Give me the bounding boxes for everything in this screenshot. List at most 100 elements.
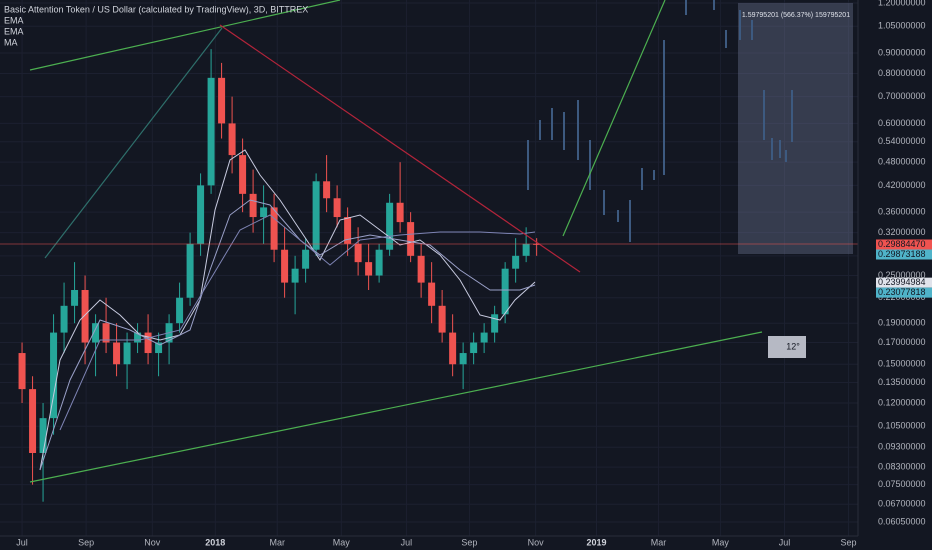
y-tick-label: 0.13500000 (878, 377, 926, 387)
y-tick-label: 0.06050000 (878, 516, 926, 526)
y-tick-label: 0.42000000 (878, 180, 926, 190)
y-tick-label: 0.19000000 (878, 318, 926, 328)
annotation: 12° (786, 341, 800, 351)
candle-body (260, 207, 268, 218)
price-label: 0.23994984 (878, 277, 926, 287)
projection (527, 0, 793, 242)
x-tick-label: Sep (841, 537, 857, 547)
candle-body (113, 342, 121, 365)
indicator-label: MA (4, 37, 18, 47)
x-tick-label: Jul (401, 537, 413, 547)
y-tick-label: 0.25000000 (878, 270, 926, 280)
candle-body (186, 243, 194, 298)
candle-body (522, 243, 530, 256)
candle-body (480, 332, 488, 343)
candle-body (312, 181, 320, 250)
price-label-box (876, 277, 932, 288)
y-tick-label: 0.12000000 (878, 397, 926, 407)
y-tick-label: 0.70000000 (878, 91, 926, 101)
annotation: 1.59795201 (566.37%) 159795201 (742, 12, 850, 19)
x-tick-label: Jul (779, 537, 791, 547)
x-tick-label: Nov (144, 537, 161, 547)
candle-body (417, 255, 425, 283)
price-label-box (876, 239, 932, 250)
candle-body (134, 332, 142, 343)
y-tick-label: 0.60000000 (878, 118, 926, 128)
candle-body (39, 418, 47, 454)
candles (18, 49, 541, 502)
candle-body (407, 222, 415, 256)
y-tick-label: 1.05000000 (878, 21, 926, 31)
candle-body (512, 255, 520, 269)
x-tick-label: Mar (269, 537, 285, 547)
y-tick-label: 0.90000000 (878, 47, 926, 57)
angle-box (768, 336, 806, 358)
candle-body (291, 268, 299, 283)
y-tick-label: 0.32000000 (878, 227, 926, 237)
candle-body (270, 207, 278, 250)
candle-body (176, 297, 184, 324)
candle-body (449, 332, 457, 365)
y-tick-label: 0.80000000 (878, 68, 926, 78)
x-tick-label: 2019 (586, 537, 606, 547)
candle-body (218, 77, 226, 124)
price-label-box (876, 249, 932, 260)
x-tick-label: Sep (78, 537, 94, 547)
y-tick-label: 1.20000000 (878, 0, 926, 7)
candle-body (428, 282, 436, 306)
candle-body (155, 342, 163, 354)
candle-body (50, 332, 58, 419)
candle-body (491, 314, 499, 333)
price-label: 0.29873188 (878, 249, 926, 259)
x-tick-label: Mar (651, 537, 667, 547)
candle-body (71, 289, 79, 306)
y-tick-label: 0.48000000 (878, 157, 926, 167)
candle-body (354, 243, 362, 263)
candle-body (228, 123, 236, 156)
candle-body (344, 217, 352, 244)
candle-body (239, 155, 247, 194)
x-tick-label: Sep (461, 537, 477, 547)
y-tick-label: 0.06700000 (878, 499, 926, 509)
candle-body (81, 289, 89, 343)
y-tick-label: 0.10500000 (878, 421, 926, 431)
candle-body (533, 243, 541, 245)
x-tick-label: May (333, 537, 351, 547)
y-tick-label: 0.17000000 (878, 337, 926, 347)
candle-body (92, 323, 100, 343)
candle-body (375, 249, 383, 276)
candle-body (123, 342, 131, 365)
price-label: 0.29884470 (878, 239, 926, 249)
candle-body (60, 305, 68, 333)
trendlines (0, 0, 858, 483)
candle-body (333, 198, 341, 218)
candle-body (249, 193, 257, 218)
measure-box (738, 3, 853, 254)
candle-body (365, 262, 373, 276)
candle-body (396, 202, 404, 223)
candle-body (323, 181, 331, 199)
y-tick-label: 0.07500000 (878, 479, 926, 489)
chart-title: Basic Attention Token / US Dollar (calcu… (4, 4, 308, 14)
x-tick-label: Nov (528, 537, 545, 547)
y-tick-label: 0.54000000 (878, 136, 926, 146)
candle-body (197, 185, 205, 244)
candle-body (144, 332, 152, 354)
candle-body (386, 202, 394, 250)
candle-body (102, 323, 110, 343)
candle-body (459, 353, 467, 365)
y-tick-label: 0.15000000 (878, 359, 926, 369)
indicator-label: EMA (4, 26, 24, 36)
x-tick-label: Jul (16, 537, 28, 547)
indicator-lines (39, 149, 536, 471)
candle-body (302, 249, 310, 269)
x-tick-label: May (712, 537, 730, 547)
x-tick-label: 2018 (205, 537, 225, 547)
indicator-label: EMA (4, 15, 24, 25)
candle-body (281, 249, 289, 283)
price-label: 0.23077818 (878, 287, 926, 297)
y-tick-label: 0.08300000 (878, 461, 926, 471)
